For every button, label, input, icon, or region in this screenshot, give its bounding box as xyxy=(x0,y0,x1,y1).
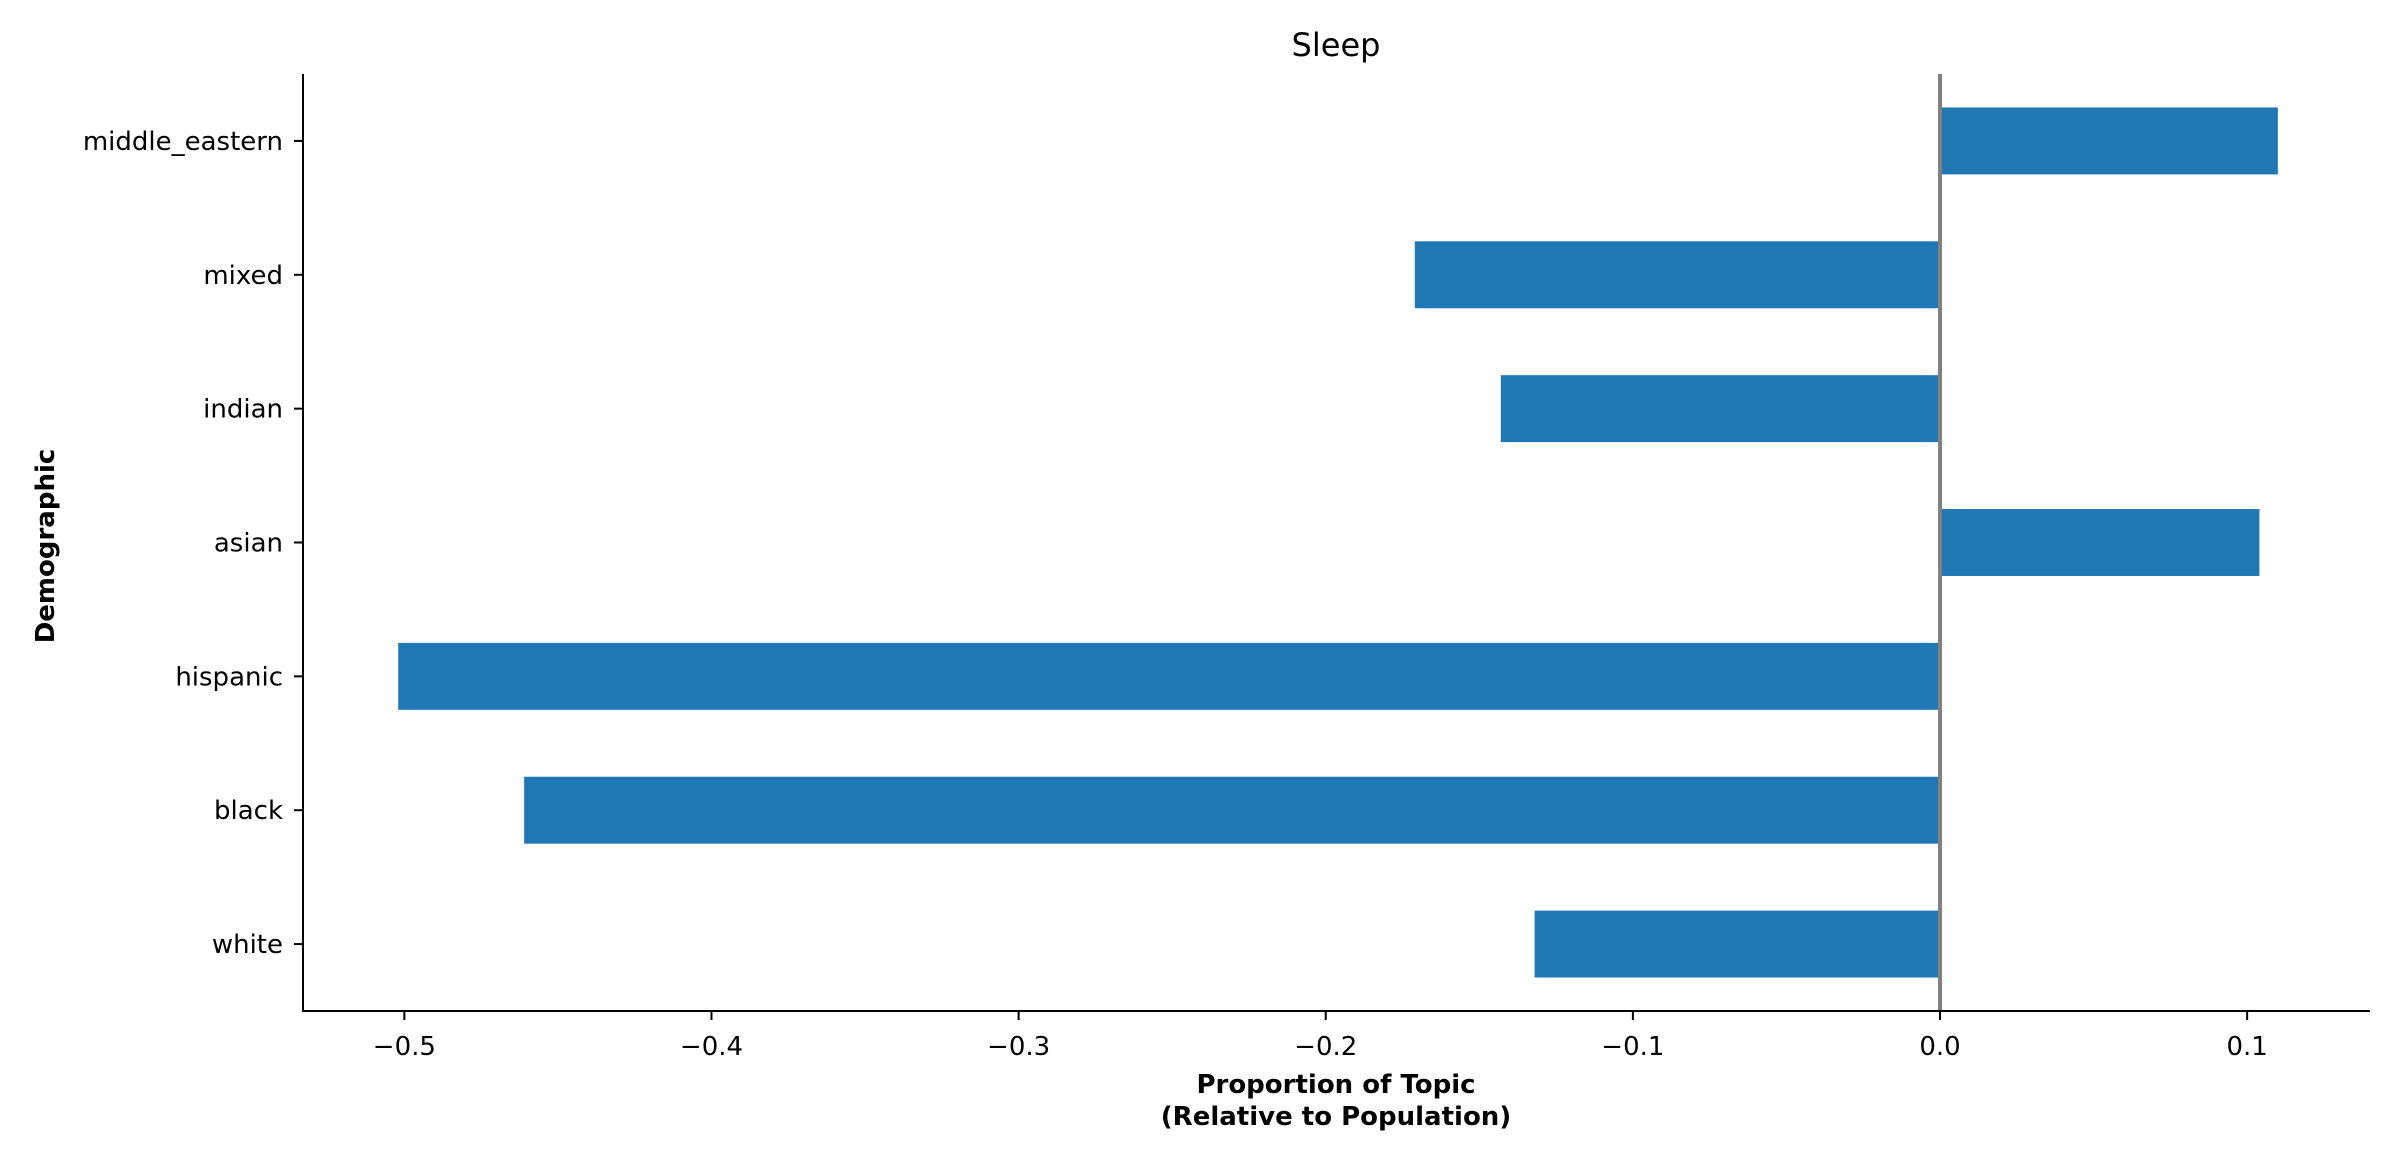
bar-asian xyxy=(1940,509,2260,576)
y-tick-label: black xyxy=(214,796,283,826)
y-tick-label: hispanic xyxy=(175,662,283,692)
x-axis-label-line2: (Relative to Population) xyxy=(1161,1102,1511,1132)
x-ticks-group: −0.5 −0.4 −0.3 −0.2 −0.1 0.0 0.1 xyxy=(373,1011,2268,1062)
chart-title: Sleep xyxy=(1292,26,1381,64)
bar-black xyxy=(524,776,1941,844)
bars-group xyxy=(398,107,2278,978)
bar-middle_eastern xyxy=(1940,107,2278,175)
x-tick-label: −0.2 xyxy=(1294,1032,1357,1062)
x-tick-label: 0.1 xyxy=(2226,1032,2267,1062)
bar-mixed xyxy=(1414,241,1941,309)
y-ticks-group: white black hispanic asian indian mixed middle… xyxy=(83,127,303,960)
x-tick-label: 0.0 xyxy=(1919,1032,1960,1062)
x-tick-label: −0.4 xyxy=(680,1032,743,1062)
y-tick-label: mixed xyxy=(203,261,283,291)
y-tick-label: white xyxy=(212,930,283,960)
y-tick-label: asian xyxy=(214,529,283,559)
x-tick-label: −0.1 xyxy=(1601,1032,1664,1062)
y-tick-label: indian xyxy=(203,395,283,425)
x-axis-label-line1: Proportion of Topic xyxy=(1196,1070,1475,1100)
bar-hispanic xyxy=(398,642,1941,710)
bar-indian xyxy=(1500,375,1941,443)
x-tick-label: −0.5 xyxy=(373,1032,436,1062)
bar-white xyxy=(1534,910,1941,978)
x-tick-label: −0.3 xyxy=(987,1032,1050,1062)
y-tick-label: middle_eastern xyxy=(83,127,283,157)
y-axis-label: Demographic xyxy=(31,449,61,644)
